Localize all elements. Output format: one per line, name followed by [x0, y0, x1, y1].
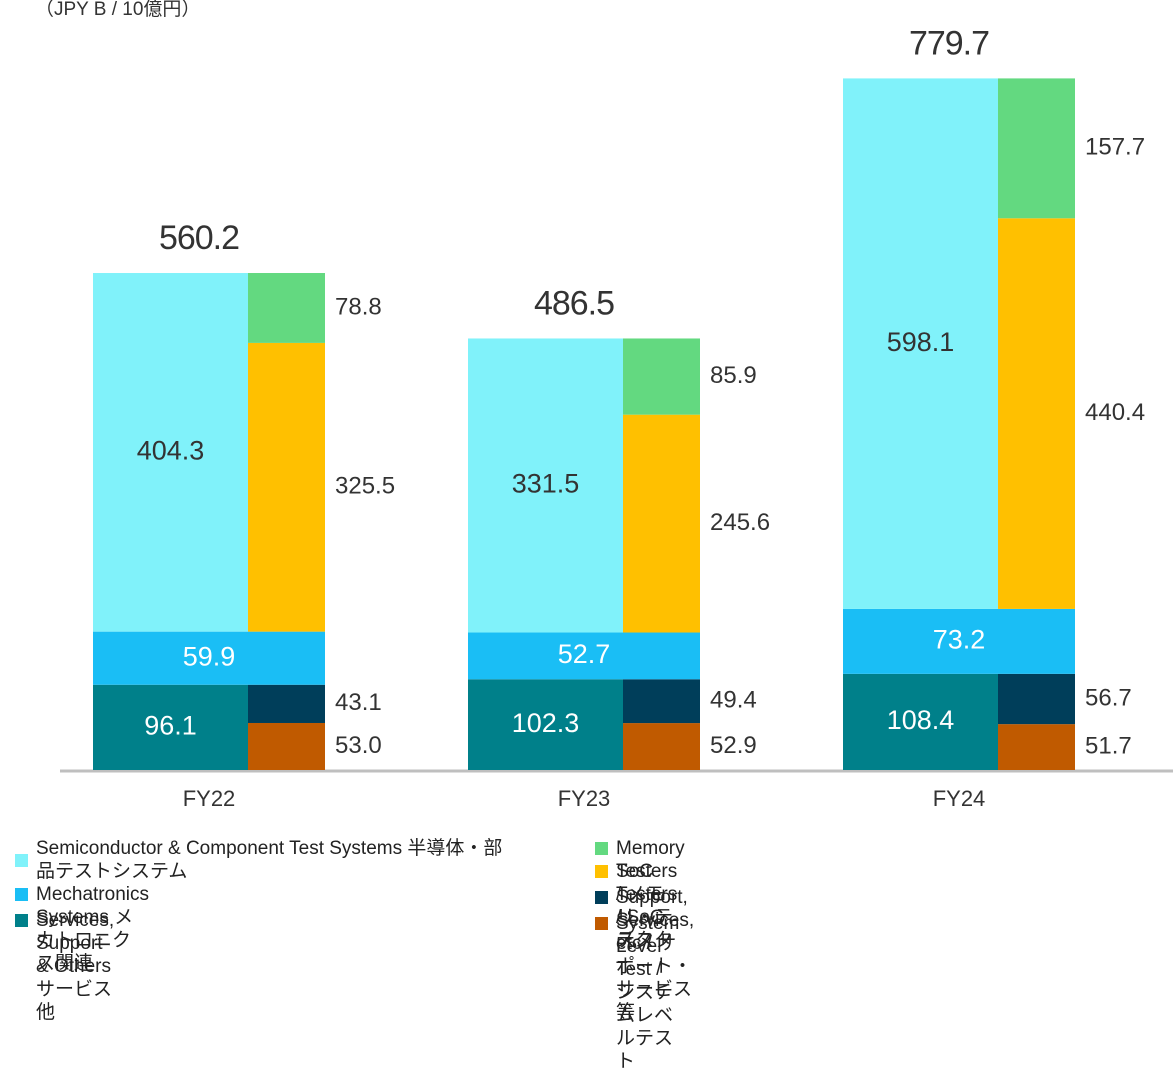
x-tick-label: FY22	[183, 786, 236, 811]
bar-segment	[998, 673, 1075, 725]
bar-segment	[998, 218, 1075, 609]
bar-segment	[468, 338, 623, 633]
bar-segment	[623, 679, 700, 724]
legend-swatch	[595, 865, 608, 878]
legend-swatch	[595, 891, 608, 904]
value-label: 43.1	[335, 689, 382, 716]
chart: （JPY B / 10億円） FY22 53.0 43.1 96.1 59.9 325.5…	[35, 0, 1173, 811]
value-label: 52.7	[558, 639, 611, 669]
total-label: 560.2	[159, 219, 239, 257]
bar-segment	[93, 684, 248, 770]
legend-label: Mechatronics Systems メカトロニクス関連	[36, 884, 149, 974]
value-label: 245.6	[710, 509, 770, 536]
legend-item: System Level Test / システムレベルテスト	[595, 912, 679, 1073]
value-label: 73.2	[933, 625, 986, 655]
value-label: 598.1	[887, 327, 955, 357]
bar-segment	[248, 684, 325, 723]
bar-segment	[623, 338, 700, 415]
x-tick-label: FY23	[558, 786, 611, 811]
total-label: 486.5	[534, 284, 614, 322]
legend-item: Services, Support & Others サービス他	[15, 909, 114, 1024]
value-label: 59.9	[183, 641, 236, 671]
bar-segment	[248, 273, 325, 343]
legend-item: Mechatronics Systems メカトロニクス関連	[15, 883, 149, 975]
bar-segment	[468, 632, 700, 680]
legend-swatch	[595, 842, 608, 855]
x-tick-label: FY24	[933, 786, 986, 811]
unit-label: （JPY B / 10億円）	[35, 0, 200, 20]
value-label: 108.4	[887, 705, 955, 735]
bar-segment	[843, 78, 998, 609]
legend-label: Memory Testers / メモリ・テスタ	[616, 838, 685, 951]
legend-swatch	[15, 854, 28, 867]
page: （JPY B / 10億円） FY22 53.0 43.1 96.1 59.9 325.5…	[15, 0, 1173, 1072]
bar-segment	[248, 722, 325, 770]
value-label: 53.0	[335, 732, 382, 759]
value-label: 85.9	[710, 362, 757, 389]
value-label: 56.7	[1085, 684, 1132, 711]
bar-segment	[843, 608, 1075, 674]
legend-swatch	[15, 888, 28, 901]
bar-segment	[468, 679, 623, 770]
legend-label: Semiconductor & Component Test Systems 半…	[36, 838, 503, 882]
value-label: 404.3	[137, 435, 205, 465]
value-label: 157.7	[1085, 134, 1145, 161]
value-label: 440.4	[1085, 399, 1145, 426]
bar-segment	[248, 342, 325, 632]
legend-item: SoC Testers / SoCテスタ	[595, 860, 677, 952]
legend-item: Semiconductor & Component Test Systems 半…	[15, 837, 515, 883]
legend-swatch	[15, 914, 28, 927]
value-label: 102.3	[512, 708, 580, 738]
legend-item: Memory Testers / メモリ・テスタ	[595, 837, 685, 952]
value-label: 51.7	[1085, 732, 1132, 759]
bar-segment	[623, 723, 700, 770]
bar-segment	[93, 273, 248, 632]
value-label: 96.1	[144, 711, 197, 741]
bar-segment	[623, 414, 700, 633]
legend-swatch	[595, 917, 608, 930]
total-label: 779.7	[909, 24, 989, 62]
value-label: 331.5	[512, 469, 580, 499]
value-label: 78.8	[335, 293, 382, 320]
bar-segment	[998, 724, 1075, 770]
bar-segment	[843, 673, 998, 770]
legend-label: SoC Testers / SoCテスタ	[616, 861, 678, 951]
value-label: 49.4	[710, 687, 757, 714]
legend-label: Services, Support & Others サービス他	[36, 910, 115, 1023]
bar-segment	[93, 631, 325, 685]
bar-segment	[998, 78, 1075, 219]
value-label: 52.9	[710, 732, 757, 759]
value-label: 325.5	[335, 473, 395, 500]
legend-label: System Level Test / システムレベルテスト	[616, 913, 680, 1072]
